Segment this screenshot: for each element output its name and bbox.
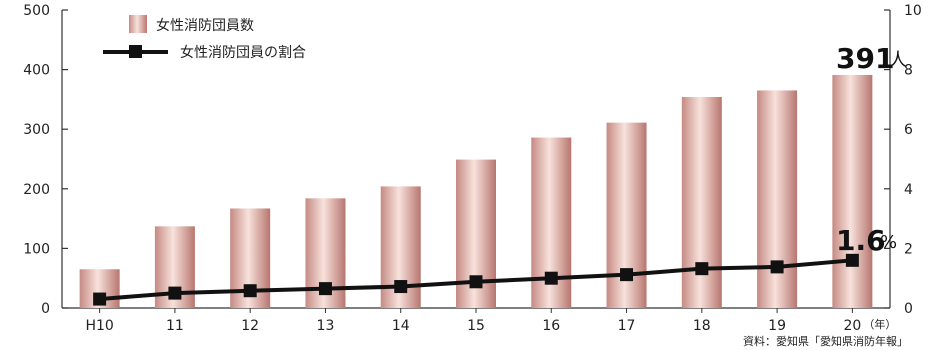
legend-line-label: 女性消防団員の割合 (180, 44, 306, 61)
left-tick-label: 0 (41, 301, 50, 317)
line-marker-18 (695, 262, 709, 276)
line-marker-14 (394, 280, 408, 294)
right-tick-label: 10 (904, 3, 922, 19)
x-tick-label-18: 18 (693, 318, 711, 334)
x-tick-label-20: 20 (843, 318, 861, 334)
x-unit-label: （年） (863, 317, 896, 331)
left-tick-label: 500 (23, 3, 50, 19)
x-tick-label-17: 17 (618, 318, 636, 334)
line-marker-15 (469, 275, 483, 289)
x-tick-label-11: 11 (166, 318, 184, 334)
left-tick-label: 400 (23, 63, 50, 79)
right-tick-label: 4 (904, 182, 913, 198)
left-tick-label: 100 (23, 241, 50, 257)
bar-18 (681, 97, 722, 309)
last-bar-unit-label: 人 (889, 50, 907, 71)
tick-labels: 0 100 200 300 400 500 0 2 4 6 8 10 H10 11 12 13 14 15 16 17… (23, 3, 922, 334)
line-marker-13 (318, 282, 332, 296)
x-tick-label-19: 19 (768, 318, 786, 334)
line-marker-16 (544, 271, 558, 285)
legend-bar-label: 女性消防団員数 (156, 17, 254, 34)
line-series (93, 253, 859, 306)
last-bar-value-label: 391 (836, 42, 894, 75)
line-marker-17 (620, 268, 634, 282)
last-line-value-label: 1.6 (836, 224, 886, 257)
left-tick-label: 300 (23, 122, 50, 138)
right-tick-label: 2 (904, 241, 913, 257)
x-tick-label-13: 13 (317, 318, 335, 334)
line-marker-20 (845, 253, 859, 267)
x-tick-label-H10: H10 (85, 318, 113, 334)
line-marker-11 (168, 286, 182, 300)
line-marker-H10 (93, 292, 107, 306)
last-line-unit-label: % (880, 232, 897, 253)
legend-bar-swatch (129, 15, 147, 33)
x-tick-label-14: 14 (392, 318, 410, 334)
x-tick-label-16: 16 (542, 318, 560, 334)
line-marker-12 (243, 284, 257, 298)
left-tick-label: 200 (23, 182, 50, 198)
x-tick-label-12: 12 (241, 318, 259, 334)
right-tick-label: 0 (904, 301, 913, 317)
line-marker-19 (770, 260, 784, 274)
right-tick-label: 6 (904, 122, 913, 138)
legend: 女性消防団員数 女性消防団員の割合 (103, 15, 306, 61)
bar-20 (832, 74, 873, 309)
legend-line-marker (129, 45, 142, 58)
annotations: 391 人 1.6 % (836, 42, 907, 257)
bar-19 (757, 90, 798, 309)
source-note: 資料：愛知県「愛知県消防年報」 (743, 334, 908, 348)
bar-series (79, 74, 873, 309)
right-tick-label: 8 (904, 63, 913, 79)
x-tick-label-15: 15 (467, 318, 485, 334)
